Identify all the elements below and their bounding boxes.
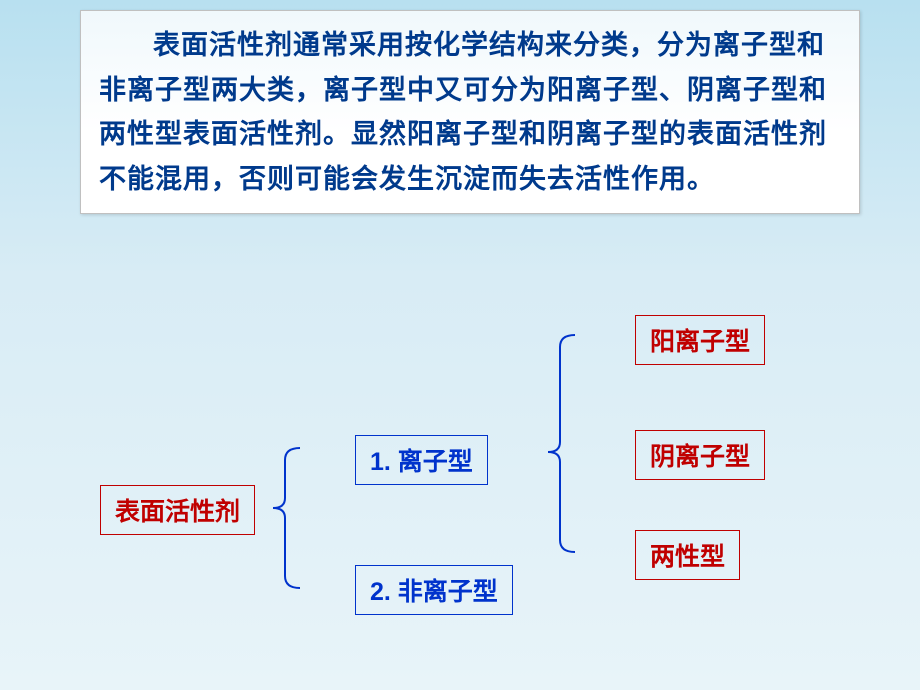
tree-node-n1: 1. 离子型 [355,435,488,485]
tree-node-l2: 阴离子型 [635,430,765,480]
tree-node-l1: 阳离子型 [635,315,765,365]
classification-diagram: 表面活性剂 1. 离子型 2. 非离子型 阳离子型阴离子型两性型 [0,280,920,680]
explanation-text: 表面活性剂通常采用按化学结构来分类，分为离子型和非离子型两大类，离子型中又可分为… [99,23,841,201]
bracket-connector [548,335,575,552]
explanation-panel: 表面活性剂通常采用按化学结构来分类，分为离子型和非离子型两大类，离子型中又可分为… [80,10,860,214]
tree-node-root: 表面活性剂 [100,485,255,535]
tree-node-l3: 两性型 [635,530,740,580]
bracket-connector [273,448,300,588]
tree-node-n2: 2. 非离子型 [355,565,513,615]
